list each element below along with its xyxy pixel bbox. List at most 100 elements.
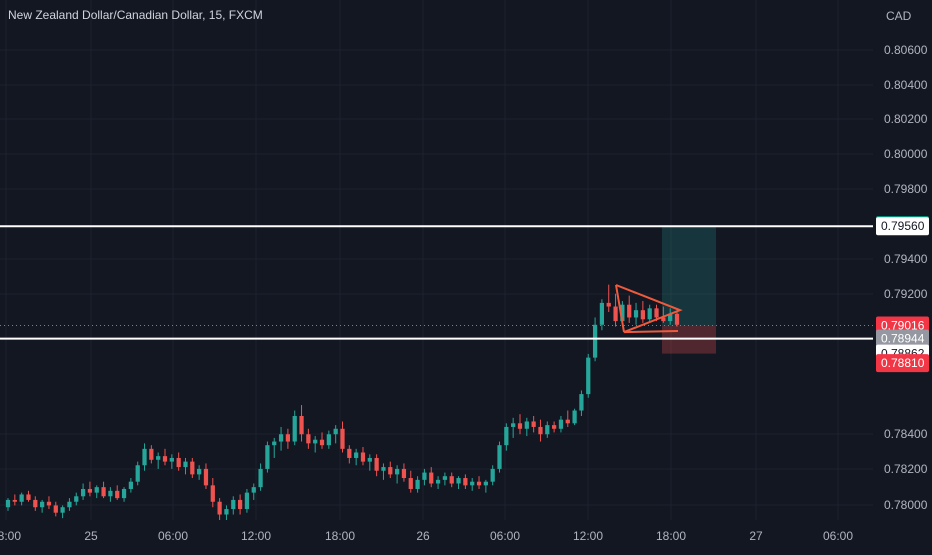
- candle-body: [101, 487, 106, 497]
- candle-body: [53, 505, 58, 513]
- candle-body: [347, 448, 352, 458]
- price-tick-label: 0.78400: [884, 427, 928, 441]
- time-axis[interactable]: 18:00 25 06:00 12:00 18:00 26 06:00 12:00 18:00 2…: [0, 520, 932, 550]
- candle-body: [490, 468, 495, 482]
- candle-body: [197, 468, 202, 475]
- pennant-pole[interactable]: [615, 284, 625, 333]
- time-tick-label: 18:00: [325, 529, 355, 543]
- pennant-lines[interactable]: [615, 284, 683, 334]
- candle-body: [531, 421, 536, 427]
- candle-body: [272, 441, 277, 446]
- candle-body: [258, 468, 263, 488]
- candle-body: [12, 499, 17, 502]
- candle-body: [265, 445, 270, 469]
- price-label-bg: [876, 329, 929, 348]
- candle-body: [333, 428, 338, 435]
- candle-body: [251, 487, 256, 493]
- price-tick-label: 0.79800: [884, 182, 928, 196]
- candle-body: [538, 426, 543, 435]
- time-tick-label: 27: [749, 529, 763, 543]
- candle-body: [504, 426, 509, 446]
- candle-body: [627, 304, 632, 318]
- candle-body: [381, 467, 386, 471]
- candle-body: [367, 457, 372, 462]
- candle-body: [572, 410, 577, 424]
- candle-body: [108, 490, 113, 497]
- candle-body: [360, 452, 366, 462]
- candle-body: [592, 324, 598, 358]
- candle-body: [87, 488, 93, 493]
- candle-body: [435, 479, 441, 484]
- candle-body: [156, 456, 161, 460]
- candle-body: [613, 306, 618, 322]
- candle-body: [94, 487, 99, 493]
- candle-body: [449, 476, 454, 484]
- price-tick-label: 0.80600: [884, 43, 928, 57]
- price-tick-label: 0.80000: [884, 147, 928, 161]
- price-label: 0.79560: [876, 217, 929, 236]
- time-tick-label: 25: [84, 529, 98, 543]
- candle-body: [394, 468, 400, 475]
- time-tick-label: 06:00: [823, 529, 853, 543]
- take-profit-zone: [662, 226, 716, 326]
- candle-body: [470, 481, 475, 486]
- candle-body: [40, 501, 45, 508]
- price-tick-label: 0.79200: [884, 287, 928, 301]
- candle-body: [552, 425, 557, 429]
- time-tick-label: 18:00: [0, 529, 21, 543]
- candle-body: [511, 423, 516, 427]
- candle-body: [599, 302, 605, 325]
- candle-body: [121, 488, 127, 499]
- candle-body: [190, 461, 195, 475]
- candle-body: [210, 485, 215, 502]
- candle-body: [46, 501, 52, 506]
- candle-body: [26, 494, 31, 500]
- candle-body: [80, 488, 86, 497]
- candle-body: [162, 456, 168, 462]
- time-tick-label: 26: [416, 529, 430, 543]
- candle-body: [115, 490, 120, 499]
- price-tick-label: 0.79400: [884, 252, 928, 266]
- candle-body: [483, 481, 488, 486]
- price-tick-label: 0.80400: [884, 78, 928, 92]
- price-axis[interactable]: CAD 0.80600 0.80400 0.80200 0.80000 0.79800 0…: [873, 0, 932, 520]
- candle-body: [388, 467, 393, 475]
- candle-body: [135, 465, 140, 482]
- price-axis-bg: [873, 0, 932, 520]
- candle-body: [285, 434, 291, 442]
- horizontal-levels[interactable]: [0, 225, 873, 340]
- candle-body: [354, 452, 359, 458]
- position-zones: [662, 226, 716, 354]
- candle-body: [422, 472, 427, 480]
- candle-body: [545, 425, 550, 435]
- candle-body: [633, 310, 639, 318]
- price-label-bg: [876, 354, 929, 373]
- candle-body: [176, 457, 181, 468]
- price-label: 0.78944: [876, 329, 929, 348]
- candle-body: [463, 478, 468, 486]
- price-label-text: 0.78810: [881, 356, 925, 370]
- candle-body: [169, 457, 174, 462]
- pennant-pattern[interactable]: [615, 284, 683, 334]
- candle-body: [224, 509, 229, 515]
- candle-body: [497, 445, 502, 469]
- candle-body: [203, 468, 209, 486]
- candle-body: [401, 468, 407, 479]
- candle-body: [374, 457, 379, 471]
- candle-body: [442, 476, 448, 480]
- candle-body: [674, 313, 680, 325]
- candle-body: [668, 313, 673, 322]
- time-tick-label: 06:00: [490, 529, 520, 543]
- candle-body: [620, 304, 625, 322]
- candle-body: [340, 428, 345, 449]
- candle-body: [456, 478, 461, 484]
- candle-body: [217, 501, 222, 515]
- candle-body: [74, 496, 79, 502]
- price-label-text: 0.79016: [881, 319, 925, 333]
- candle-body: [429, 472, 434, 484]
- time-tick-label: 06:00: [158, 529, 188, 543]
- candle-body: [183, 461, 188, 468]
- candle-body: [586, 357, 591, 395]
